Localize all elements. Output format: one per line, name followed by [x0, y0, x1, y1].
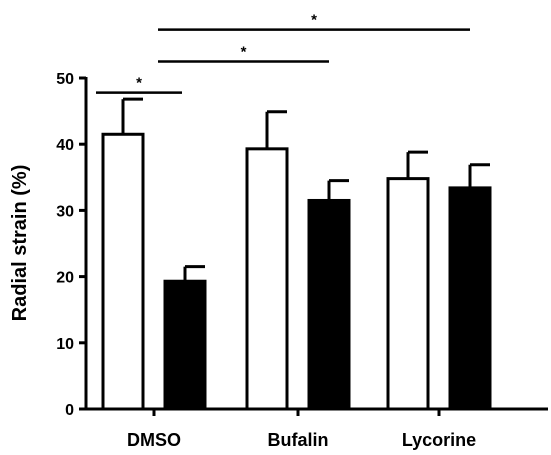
axes: 0 10 20 30 40 50 DMSO Bufalin Lycorine: [56, 71, 548, 450]
x-tick-label: DMSO: [127, 430, 181, 450]
error-bar: [265, 110, 287, 149]
error-bar: [327, 179, 349, 201]
bar: [245, 147, 289, 411]
error-bar: [406, 150, 428, 179]
significance-star: *: [311, 12, 317, 29]
bars: [101, 132, 492, 411]
significance-star: *: [136, 75, 142, 92]
y-axis-title: Radial strain (%): [9, 165, 31, 322]
significance-bracket: *: [158, 12, 470, 31]
significance-star: *: [241, 43, 247, 60]
y-tick-label: 20: [56, 270, 74, 287]
x-tick-label: Bufalin: [268, 430, 329, 450]
significance-bracket: *: [96, 75, 182, 94]
error-bar: [121, 97, 143, 135]
bar: [101, 132, 145, 411]
bar: [386, 177, 430, 411]
bar: [448, 186, 492, 411]
y-tick-label: 0: [65, 402, 74, 419]
error-bar: [183, 265, 205, 282]
bar: [307, 198, 351, 411]
y-tick-label: 40: [56, 137, 74, 154]
error-bars: [121, 97, 490, 282]
y-tick-label: 50: [56, 71, 74, 88]
significance-bracket: *: [158, 43, 329, 63]
y-tick-label: 10: [56, 336, 74, 353]
x-tick-label: Lycorine: [402, 430, 476, 450]
bar: [163, 279, 207, 411]
error-bar: [468, 163, 490, 188]
y-tick-label: 30: [56, 203, 74, 220]
significance-brackets: * * *: [96, 12, 470, 94]
